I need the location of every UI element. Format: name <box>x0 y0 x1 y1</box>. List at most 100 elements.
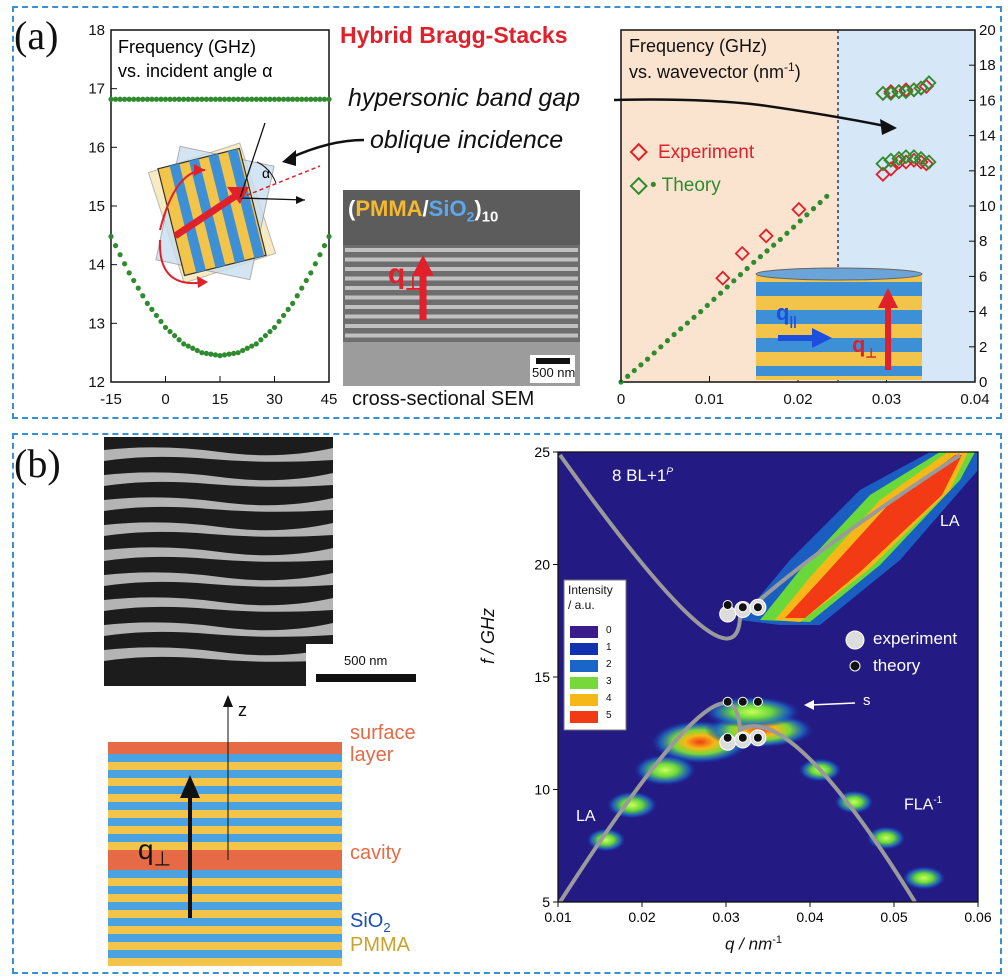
left-series-1-point <box>185 343 191 349</box>
heatmap-xlabel-sup: -1 <box>772 934 783 946</box>
left-series-1-point <box>312 261 318 267</box>
stack-band <box>108 786 342 794</box>
theory-line-point <box>664 338 671 344</box>
heatmap-x-ticks: 0.01 0.02 0.03 0.04 0.05 0.06 <box>544 902 992 925</box>
left-series-1-point <box>140 293 146 299</box>
stack-band <box>108 762 342 770</box>
right-ytick-label: 2 <box>979 339 987 356</box>
theory-line-point <box>717 290 724 296</box>
fla-label: FLA-1 <box>904 795 942 814</box>
left-series-0-point <box>240 96 246 102</box>
colorbar-tick-5: 5 <box>606 710 612 721</box>
left-series-1-point <box>108 233 114 240</box>
left-series-0-point <box>217 96 223 102</box>
colorbar-tick-1: 1 <box>606 642 612 653</box>
sem-b-scalebar-label: 500 nm <box>344 653 388 668</box>
stack-band <box>108 794 342 802</box>
legend-theory-text: Theory <box>661 175 721 196</box>
stack-band <box>108 826 342 834</box>
left-series-0-point <box>312 96 318 102</box>
right-xtick-label: 0.04 <box>960 391 989 408</box>
theory-line-point <box>817 199 823 206</box>
left-series-0-point <box>144 96 150 102</box>
experiment-point <box>734 245 750 262</box>
legend-exp-marker-b <box>845 630 865 650</box>
left-series-1-point <box>262 333 269 339</box>
heatmap-xtick-label: 0.06 <box>964 909 991 925</box>
heatmap-xtick-label: 0.04 <box>796 909 823 925</box>
fla-text: FLA <box>904 796 934 814</box>
sem-b-layer <box>104 572 333 587</box>
left-series-0-point <box>203 96 209 102</box>
heatmap-ytick-label: 10 <box>534 782 550 798</box>
sem-b-layer <box>104 597 333 612</box>
theory-point <box>722 696 733 707</box>
right-ytick-label: 8 <box>979 233 987 250</box>
left-series-0-point <box>235 96 241 102</box>
stack-band <box>108 842 342 850</box>
sio2-sub: 2 <box>383 920 391 935</box>
sem-q-label: q⊥ <box>388 258 421 295</box>
theory-line-point <box>631 367 637 374</box>
theory-line-point <box>771 242 777 248</box>
left-series-0-point <box>131 96 137 102</box>
left-ytick-label: 17 <box>88 81 105 98</box>
left-ytick-label: 13 <box>88 315 105 332</box>
left-series-0-point <box>162 96 169 102</box>
right-plot-title-sup: -1 <box>784 60 795 74</box>
left-series-1-point <box>240 347 246 354</box>
left-series-0-point <box>158 96 164 102</box>
band-gap-label: hypersonic band gap <box>348 84 581 112</box>
theory-point <box>752 696 763 707</box>
left-series-0-point <box>262 96 269 102</box>
legend-theory-label: • Theory <box>650 175 721 197</box>
panel-b-border <box>12 433 1002 974</box>
left-series-1-point <box>162 324 169 331</box>
colorbar-tick-2: 2 <box>606 659 612 670</box>
surface-layer-label-1: surface <box>350 722 416 744</box>
s-label: s <box>863 692 871 709</box>
left-series-0-point <box>231 96 237 102</box>
sample-sup: P <box>666 466 674 478</box>
theory-line-point <box>764 248 770 254</box>
right-ytick-label: 14 <box>979 128 996 145</box>
colorbar-title-2: / a.u. <box>568 598 595 612</box>
right-ytick-label: 18 <box>979 57 996 74</box>
left-series-0-point <box>126 96 132 102</box>
theory-line-point <box>744 265 750 272</box>
left-series-0-point <box>190 96 196 102</box>
legend-experiment-marker <box>629 142 648 162</box>
right-plot-x-ticks: 0 0.01 0.02 0.03 0.04 <box>617 376 990 408</box>
right-plot-points <box>618 75 937 385</box>
left-series-0-point <box>290 96 296 102</box>
sem-b-layer <box>104 522 333 537</box>
left-series-1-point <box>171 333 178 339</box>
left-series-1-point <box>190 345 196 351</box>
left-series-1-point <box>303 277 309 284</box>
experiment-point <box>715 270 731 286</box>
left-series-0-point <box>226 96 232 102</box>
theory-line-point <box>658 344 664 350</box>
left-plot-title-1: Frequency (GHz) <box>118 37 256 57</box>
stack-band <box>108 870 342 878</box>
formula-close: ) <box>474 196 482 221</box>
inset-q-perp: q⊥ <box>852 332 877 361</box>
sem-b-layer <box>104 472 333 487</box>
sample-text: 8 BL+1 <box>612 466 667 485</box>
theory-line-point <box>698 309 704 315</box>
left-series-0-point <box>122 96 128 102</box>
sem-b-layer <box>104 447 333 462</box>
sem-a-layer <box>345 305 578 309</box>
theory-point <box>875 85 891 101</box>
sem-scalebar-label: 500 nm <box>532 365 576 380</box>
left-series-1-point <box>294 293 300 299</box>
left-plot-x-ticks: -15 0 15 30 45 <box>100 376 337 408</box>
stack-q: q <box>138 834 154 865</box>
panel-a-border <box>12 6 1002 419</box>
legend-theory-bullet: • <box>650 175 657 196</box>
alpha-symbol: α <box>262 165 270 181</box>
right-ytick-label: 20 <box>979 22 996 39</box>
heatmap-ytick-label: 20 <box>534 557 550 573</box>
left-series-1-point <box>249 343 255 349</box>
theory-point <box>722 732 733 743</box>
